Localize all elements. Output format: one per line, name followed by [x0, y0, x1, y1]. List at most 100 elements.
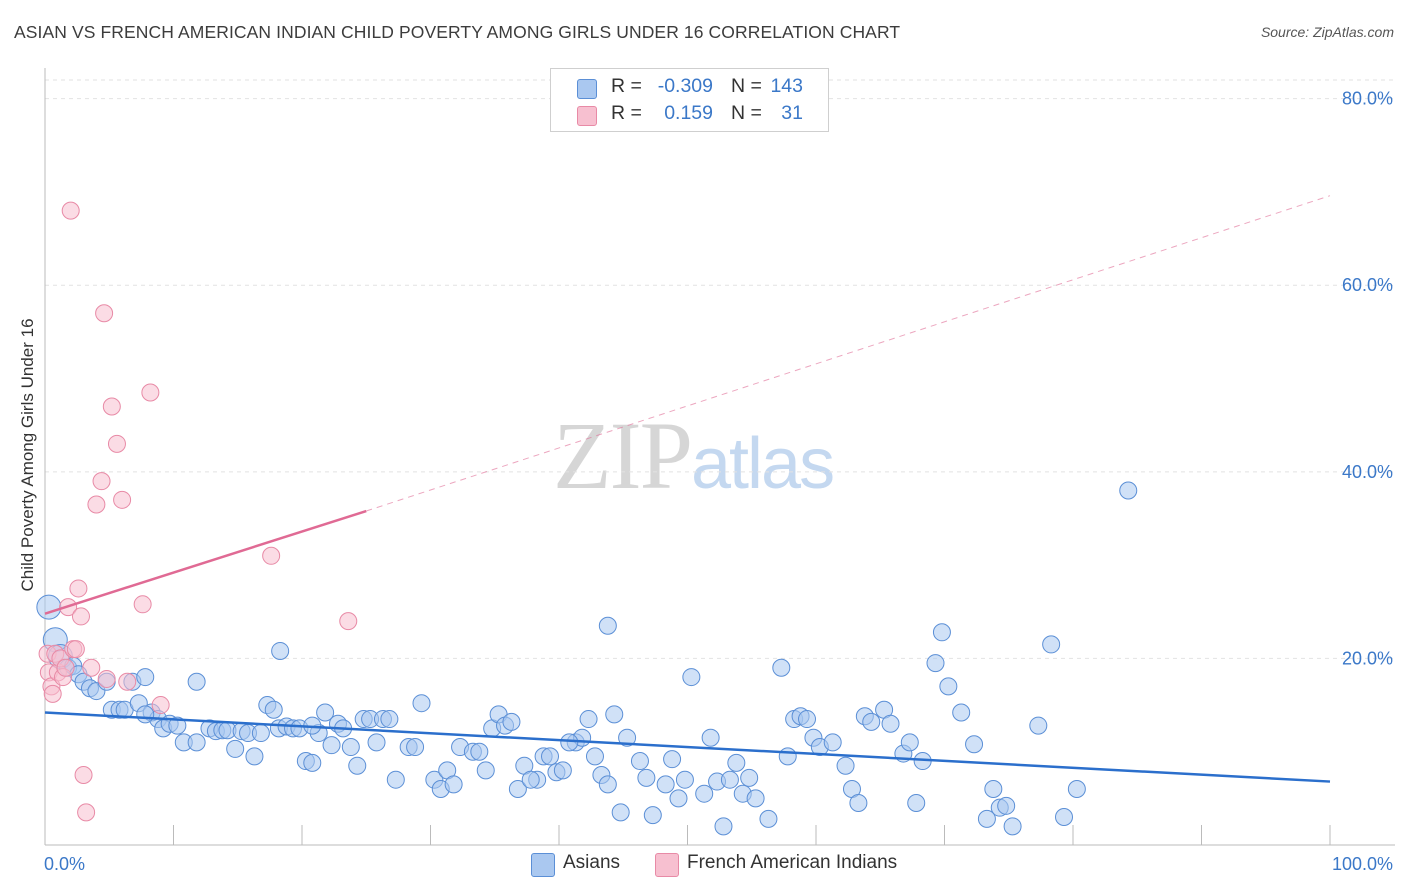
french-point — [77, 803, 96, 822]
french-point — [61, 201, 80, 220]
asian-point — [932, 623, 951, 642]
watermark-zip: ZIP — [553, 402, 693, 509]
asian-point — [541, 747, 560, 766]
asian-point — [701, 728, 720, 747]
asian-point — [303, 753, 322, 772]
asian-point — [470, 742, 489, 761]
asian-point — [740, 768, 759, 787]
asian-point — [798, 710, 817, 729]
french-point — [82, 658, 101, 677]
french-point — [151, 696, 170, 715]
french-point — [56, 658, 75, 677]
asian-point — [585, 747, 604, 766]
asian-point — [997, 796, 1016, 815]
french-swatch — [577, 106, 597, 126]
asian-point — [714, 817, 733, 836]
french-point — [66, 640, 85, 659]
legend-row-french: R = 0.159 N = 31 — [551, 102, 828, 128]
asian-point — [36, 594, 62, 620]
french-point — [71, 607, 90, 626]
asian-point — [643, 806, 662, 825]
asian-point — [560, 733, 579, 752]
french-point — [95, 304, 114, 323]
asian-trend-line — [44, 711, 1331, 783]
asian-point — [823, 733, 842, 752]
asian-point — [476, 761, 495, 780]
asian-point — [1119, 481, 1138, 500]
french-point — [113, 490, 132, 509]
r-label: R = — [611, 75, 642, 97]
asian-point — [611, 803, 630, 822]
french-point — [102, 397, 121, 416]
asian-point — [984, 780, 1003, 799]
asian-point — [502, 712, 521, 731]
asian-point — [412, 694, 431, 713]
r-value: -0.309 — [657, 75, 713, 97]
asian-point — [778, 747, 797, 766]
watermark-atlas: atlas — [691, 424, 835, 504]
asian-point — [836, 756, 855, 775]
french-trend-line — [44, 509, 367, 615]
asian-point — [598, 616, 617, 635]
asian-point — [322, 736, 341, 755]
asian-point — [663, 750, 682, 769]
n-value: 143 — [770, 75, 803, 97]
asian-point — [939, 677, 958, 696]
asian-point — [759, 809, 778, 828]
french-point — [43, 684, 62, 703]
n-value: 31 — [781, 102, 803, 124]
asians-legend-label: Asians — [563, 852, 621, 873]
asian-point — [862, 712, 881, 731]
french-point — [92, 472, 111, 491]
correlation-legend: R = -0.309 N = 143 R = 0.159 N = 31 — [550, 68, 829, 132]
x-tick-label-min: 0.0% — [44, 854, 85, 874]
asian-point — [406, 738, 425, 757]
asian-point — [264, 700, 283, 719]
asian-point — [271, 641, 290, 660]
asian-point — [1042, 635, 1061, 654]
french-point — [74, 766, 93, 785]
y-tick-label: 60.0% — [1342, 275, 1393, 295]
chart-title: ASIAN VS FRENCH AMERICAN INDIAN CHILD PO… — [14, 22, 901, 42]
watermark: ZIPatlas — [553, 400, 835, 511]
asian-point — [695, 784, 714, 803]
y-tick-label: 40.0% — [1342, 462, 1393, 482]
x-tick-label-max: 100.0% — [1332, 854, 1393, 874]
asian-point — [136, 705, 155, 724]
asian-point — [521, 770, 540, 789]
asian-point — [900, 733, 919, 752]
asian-point — [444, 775, 463, 794]
asian-point — [637, 768, 656, 787]
y-tick-label: 20.0% — [1342, 648, 1393, 668]
y-axis-label: Child Poverty Among Girls Under 16 — [18, 318, 37, 591]
asian-point — [1055, 808, 1074, 827]
french-point — [118, 672, 137, 691]
asian-point — [251, 724, 270, 743]
trend-lines — [44, 195, 1331, 783]
asian-point — [630, 752, 649, 771]
french-point — [107, 434, 126, 453]
asian-point — [168, 716, 187, 735]
asian-point — [669, 789, 688, 808]
asian-point — [849, 794, 868, 813]
asians-legend-swatch — [531, 853, 555, 877]
asian-points — [36, 481, 1138, 836]
asian-point — [367, 733, 386, 752]
asian-point — [977, 809, 996, 828]
grid-lines — [45, 79, 1395, 659]
n-label: N = — [731, 102, 762, 124]
asian-point — [553, 761, 572, 780]
asian-point — [605, 705, 624, 724]
asian-point — [598, 775, 617, 794]
french-point — [87, 495, 106, 514]
french-trend-extension — [366, 195, 1331, 512]
french-point — [69, 579, 88, 598]
french-point — [262, 546, 281, 565]
asian-point — [618, 728, 637, 747]
asian-point — [579, 710, 598, 729]
r-label: R = — [611, 102, 642, 124]
asian-point — [1067, 780, 1086, 799]
french-point — [133, 595, 152, 614]
asian-point — [746, 789, 765, 808]
